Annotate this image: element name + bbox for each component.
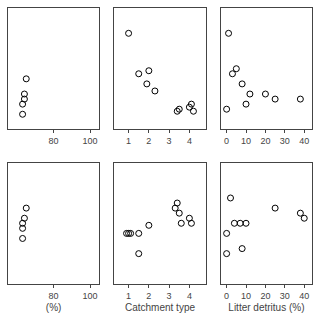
svg-text:30: 30 xyxy=(280,291,290,301)
svg-text:1: 1 xyxy=(126,291,131,301)
svg-text:20: 20 xyxy=(260,291,270,301)
svg-text:4: 4 xyxy=(187,136,192,146)
svg-text:80: 80 xyxy=(49,136,59,146)
svg-text:3: 3 xyxy=(167,136,172,146)
svg-text:0: 0 xyxy=(224,291,229,301)
svg-text:30: 30 xyxy=(280,136,290,146)
svg-text:10: 10 xyxy=(241,136,251,146)
svg-text:1: 1 xyxy=(126,136,131,146)
svg-text:80: 80 xyxy=(49,291,59,301)
svg-text:Catchment type: Catchment type xyxy=(125,302,195,313)
svg-text:(%): (%) xyxy=(46,302,62,313)
svg-text:10: 10 xyxy=(241,291,251,301)
svg-text:100: 100 xyxy=(83,136,98,146)
svg-text:40: 40 xyxy=(299,291,309,301)
svg-text:2: 2 xyxy=(146,291,151,301)
svg-text:40: 40 xyxy=(299,136,309,146)
svg-text:Litter detritus (%): Litter detritus (%) xyxy=(228,302,304,313)
svg-text:20: 20 xyxy=(260,136,270,146)
svg-text:3: 3 xyxy=(167,291,172,301)
svg-text:2: 2 xyxy=(146,136,151,146)
svg-text:0: 0 xyxy=(224,136,229,146)
svg-text:4: 4 xyxy=(187,291,192,301)
svg-text:100: 100 xyxy=(83,291,98,301)
